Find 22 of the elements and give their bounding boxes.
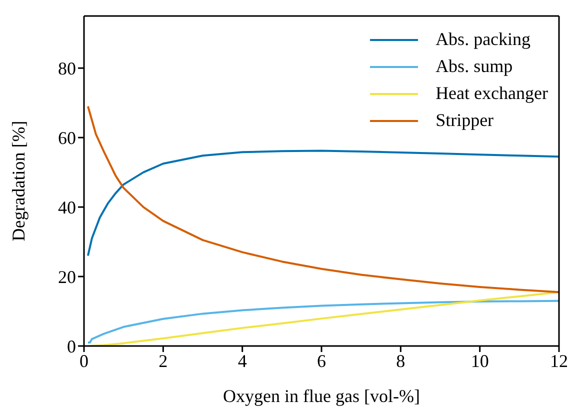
x-tick-label: 8 bbox=[396, 350, 406, 371]
x-tick-label: 0 bbox=[80, 350, 88, 371]
x-tick-label: 10 bbox=[470, 350, 489, 371]
line-series bbox=[86, 105, 559, 294]
legend-label: Stripper bbox=[436, 109, 494, 132]
y-axis-title: Degradation [%] bbox=[8, 120, 28, 242]
x-tick-label: 12 bbox=[550, 350, 568, 371]
y-tick-label: 0 bbox=[67, 336, 76, 356]
y-tick-label: 40 bbox=[58, 197, 76, 218]
line-series bbox=[86, 291, 559, 346]
legend-label: Abs. sump bbox=[436, 55, 513, 78]
y-tick-label: 20 bbox=[58, 266, 76, 287]
line-series bbox=[86, 150, 559, 257]
y-tick-label: 60 bbox=[58, 128, 76, 148]
x-tick-label: 6 bbox=[317, 350, 326, 371]
legend-label: Heat exchanger bbox=[436, 82, 548, 105]
y-tick-label: 80 bbox=[58, 58, 76, 78]
x-axis-title: Oxygen in flue gas [vol-%] bbox=[223, 386, 420, 406]
line-series bbox=[86, 300, 559, 344]
x-tick-label: 2 bbox=[158, 350, 168, 371]
x-tick-label: 4 bbox=[238, 350, 247, 371]
legend-label: Abs. packing bbox=[436, 28, 531, 51]
